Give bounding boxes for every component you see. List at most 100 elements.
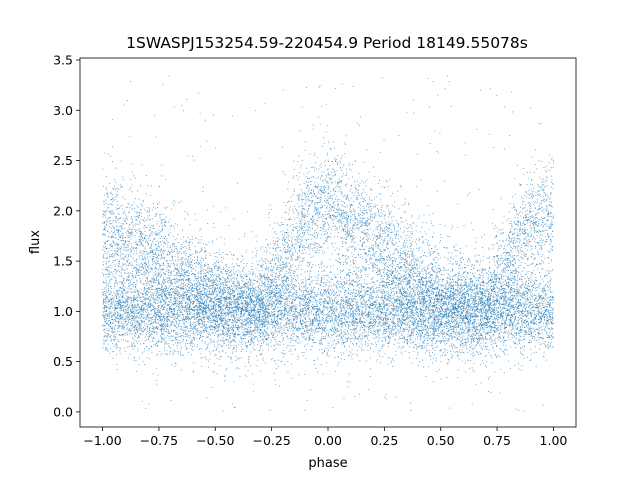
data-point	[376, 268, 378, 270]
data-point	[360, 204, 361, 206]
data-point	[189, 317, 191, 319]
data-point	[443, 274, 445, 276]
data-point	[442, 324, 443, 326]
data-point	[404, 274, 406, 276]
data-point	[486, 298, 488, 300]
data-point	[417, 309, 419, 311]
data-point	[286, 284, 288, 285]
data-point	[354, 222, 356, 224]
data-point	[480, 353, 482, 355]
data-point	[398, 208, 400, 210]
data-point	[398, 306, 400, 308]
data-point	[296, 315, 298, 317]
data-point	[527, 171, 528, 173]
data-point	[367, 273, 369, 275]
data-point	[513, 243, 515, 245]
data-point	[364, 268, 366, 270]
data-point	[357, 281, 359, 283]
data-point	[291, 236, 293, 238]
data-point	[178, 298, 180, 299]
data-point	[263, 283, 265, 285]
data-point	[426, 305, 428, 307]
data-point	[384, 314, 386, 316]
data-point	[135, 243, 137, 245]
data-point	[316, 325, 318, 327]
data-point	[126, 240, 128, 242]
data-point	[308, 303, 310, 304]
data-point	[260, 303, 262, 304]
data-point	[157, 243, 159, 245]
data-point	[258, 290, 260, 292]
data-point	[246, 249, 248, 251]
data-point	[350, 341, 352, 342]
data-point	[135, 241, 137, 243]
data-point	[337, 206, 339, 208]
data-point	[224, 374, 226, 376]
data-point	[206, 324, 207, 326]
data-point	[387, 216, 389, 218]
data-point	[191, 326, 193, 328]
data-point	[278, 323, 280, 325]
data-point	[264, 308, 266, 310]
data-point	[402, 279, 404, 281]
data-point	[270, 329, 272, 331]
data-point	[376, 236, 378, 238]
data-point	[501, 276, 503, 277]
data-point	[348, 318, 350, 320]
data-point	[128, 320, 129, 322]
data-point	[277, 301, 279, 303]
data-point	[166, 290, 168, 292]
data-point	[439, 314, 441, 315]
data-point	[526, 310, 528, 312]
data-point	[215, 307, 217, 309]
data-point	[264, 289, 266, 290]
data-point	[306, 294, 308, 296]
data-point	[273, 337, 275, 339]
data-point	[497, 307, 499, 309]
data-point	[385, 223, 387, 225]
data-point	[321, 289, 322, 291]
data-point	[119, 315, 121, 317]
data-point	[358, 185, 360, 187]
data-point	[111, 246, 113, 248]
data-point	[240, 297, 241, 298]
data-point	[467, 265, 469, 266]
data-point	[413, 334, 414, 336]
data-point	[148, 288, 150, 290]
data-point	[360, 269, 362, 271]
data-point	[430, 335, 431, 336]
data-point	[109, 312, 111, 314]
data-point	[318, 310, 320, 312]
data-point	[135, 316, 137, 318]
data-point	[314, 224, 316, 226]
data-point	[544, 315, 546, 317]
data-point	[322, 277, 323, 279]
data-point	[195, 250, 197, 252]
data-point	[254, 274, 256, 276]
data-point	[495, 330, 497, 332]
data-point	[316, 327, 317, 329]
data-point	[173, 204, 175, 206]
data-point	[270, 315, 272, 317]
data-point	[366, 315, 368, 317]
data-point	[171, 225, 173, 226]
data-point	[165, 336, 167, 338]
data-point	[433, 251, 435, 252]
data-point	[386, 287, 388, 289]
data-point	[134, 247, 136, 249]
data-point	[219, 292, 220, 294]
data-point	[349, 312, 351, 314]
data-point	[488, 295, 490, 297]
data-point	[465, 344, 467, 346]
data-point	[240, 274, 242, 276]
data-point	[386, 299, 387, 301]
data-point	[230, 294, 232, 296]
data-point	[445, 297, 447, 299]
data-point	[277, 299, 279, 301]
data-point	[275, 299, 277, 301]
data-point	[145, 268, 146, 270]
data-point	[115, 280, 117, 282]
data-point	[206, 263, 208, 265]
data-point	[438, 299, 440, 300]
data-point	[366, 240, 368, 242]
